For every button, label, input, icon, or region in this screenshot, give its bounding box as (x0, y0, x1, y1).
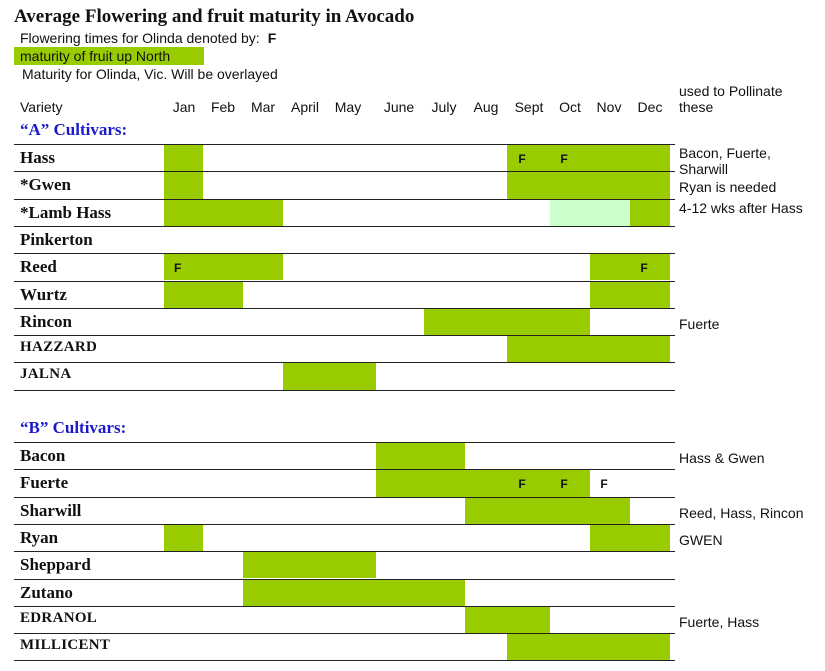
row-divider (14, 579, 675, 580)
maturity-bar (164, 254, 283, 281)
group-label-b: “B” Cultivars: (20, 418, 127, 437)
variety-name: Wurtz (20, 284, 67, 304)
variety-name: *Gwen (20, 175, 71, 195)
maturity-bar (630, 199, 670, 226)
flowering-marker: F (518, 477, 526, 492)
pollinates-note: Hass & Gwen (679, 450, 765, 466)
maturity-bar (465, 497, 630, 524)
variety-name: Sharwill (20, 500, 82, 520)
flowering-note: Flowering times for Olinda denoted by: F (20, 30, 276, 46)
row-divider (14, 606, 675, 607)
row-divider (14, 660, 675, 661)
page-title: Average Flowering and fruit maturity in … (14, 6, 415, 27)
pollinates-note: Ryan is needed (679, 179, 777, 196)
row-divider (14, 281, 675, 282)
pollinates-note: Bacon, Fuerte, Sharwill (679, 145, 771, 177)
row-divider (14, 253, 675, 254)
flowering-marker: F (560, 477, 568, 492)
maturity-bar (507, 336, 670, 363)
row-divider (14, 497, 675, 498)
variety-name: Sheppard (20, 555, 91, 575)
maturity-bar-olinda (550, 199, 630, 226)
month-header-jan: Jan (172, 99, 196, 115)
month-header-mar: Mar (250, 99, 276, 115)
maturity-bar (376, 470, 590, 497)
row-divider (14, 171, 675, 172)
pollinates-note: Reed, Hass, Rincon (679, 504, 804, 521)
row-divider (14, 442, 675, 443)
variety-name: HAZZARD (20, 339, 98, 356)
maturity-bar (283, 363, 376, 390)
month-header-april: April (290, 99, 320, 115)
pollinates-note: Fuerte (679, 315, 720, 332)
month-header-dec: Dec (637, 99, 663, 115)
row-divider (14, 524, 675, 525)
flowering-marker: F (518, 152, 526, 166)
month-header-may: May (334, 99, 362, 115)
pollinates-note: Fuerte, Hass (679, 613, 760, 630)
maturity-bar (376, 443, 465, 470)
flowering-symbol: F (267, 30, 277, 46)
row-divider (14, 633, 675, 634)
row-divider (14, 335, 675, 336)
row-divider (14, 308, 675, 309)
variety-name: Reed (20, 257, 57, 277)
month-header-aug: Aug (473, 99, 499, 115)
legend-maturity-north: maturity of fruit up North (14, 47, 204, 65)
maturity-bar (465, 606, 550, 634)
variety-name: Bacon (20, 446, 66, 465)
row-divider (14, 551, 675, 552)
maturity-bar (507, 634, 670, 661)
row-divider (14, 199, 675, 200)
flowering-marker: F (600, 477, 608, 492)
maturity-bar (164, 172, 203, 199)
pollinates-note: 4-12 wks after Hass (679, 199, 803, 216)
variety-name: Pinkerton (20, 229, 93, 249)
row-divider (14, 226, 675, 227)
month-header-sept: Sept (514, 99, 544, 115)
pollinates-note: GWEN (679, 531, 723, 548)
row-divider (14, 390, 675, 391)
maturity-bar (424, 308, 590, 336)
maturity-bar (164, 281, 243, 308)
variety-name: Zutano (20, 582, 73, 602)
flowering-marker: F (560, 152, 568, 166)
month-header-oct: Oct (559, 99, 581, 115)
maturity-bar (164, 145, 203, 172)
maturity-bar (243, 579, 465, 606)
olinda-overlay-note: Maturity for Olinda, Vic. Will be overla… (22, 66, 278, 82)
maturity-bar (590, 254, 670, 281)
header-variety: Variety (20, 99, 63, 115)
flowering-note-text: Flowering times for Olinda denoted by: (20, 30, 260, 46)
month-header-feb: Feb (210, 99, 236, 115)
row-divider (14, 144, 675, 145)
maturity-bar (164, 199, 283, 226)
month-header-july: July (431, 99, 457, 115)
maturity-bar (507, 145, 670, 172)
variety-name: EDRANOL (20, 609, 98, 626)
month-header-nov: Nov (596, 99, 622, 115)
variety-name: Hass (20, 148, 55, 167)
maturity-bar (507, 172, 670, 199)
group-label-a: “A” Cultivars: (20, 120, 128, 139)
header-pollinate: used to Pollinate these (679, 83, 783, 115)
flowering-marker: F (640, 261, 648, 276)
variety-name: Fuerte (20, 473, 69, 493)
maturity-bar (164, 524, 203, 552)
row-divider (14, 362, 675, 363)
variety-name: Rincon (20, 311, 72, 331)
variety-name: JALNA (20, 366, 72, 383)
variety-name: *Lamb Hass (20, 202, 112, 222)
maturity-bar (590, 281, 670, 308)
maturity-bar (243, 552, 376, 579)
variety-name: Ryan (20, 527, 59, 547)
maturity-bar (590, 524, 670, 552)
flowering-marker: F (173, 261, 182, 276)
variety-name: MILLICENT (20, 637, 111, 654)
row-divider (14, 469, 675, 470)
month-header-june: June (383, 99, 415, 115)
